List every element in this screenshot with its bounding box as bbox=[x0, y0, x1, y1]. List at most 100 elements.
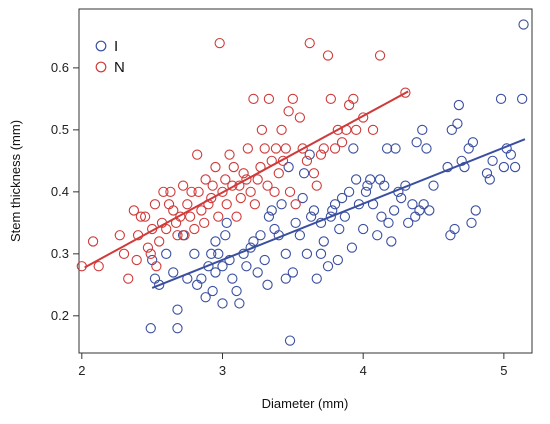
point-n bbox=[158, 186, 169, 197]
point-i bbox=[346, 242, 358, 253]
point-n bbox=[217, 186, 228, 197]
point-n bbox=[400, 87, 411, 98]
point-n bbox=[248, 93, 259, 105]
point-i bbox=[452, 118, 463, 129]
point-i bbox=[348, 143, 359, 154]
point-n bbox=[270, 143, 282, 154]
point-i bbox=[266, 205, 277, 216]
point-n bbox=[241, 174, 252, 185]
point-i bbox=[280, 248, 291, 259]
point-n bbox=[315, 149, 327, 160]
point-n bbox=[93, 261, 104, 272]
point-i bbox=[290, 217, 301, 228]
point-n bbox=[255, 161, 266, 173]
point-i bbox=[484, 174, 495, 185]
point-i bbox=[509, 161, 521, 173]
x-tick-label: 5 bbox=[500, 363, 507, 378]
y-tick-label: 0.5 bbox=[51, 122, 69, 137]
x-tick-label: 2 bbox=[78, 363, 85, 378]
point-n bbox=[311, 180, 322, 191]
point-i bbox=[217, 261, 228, 272]
point-n bbox=[294, 112, 306, 123]
point-n bbox=[186, 186, 197, 197]
point-n bbox=[179, 230, 190, 241]
point-i bbox=[393, 186, 404, 197]
point-i bbox=[459, 161, 470, 173]
point-i bbox=[248, 236, 259, 247]
legend-label-n: N bbox=[114, 59, 125, 76]
point-n bbox=[123, 273, 134, 284]
point-i bbox=[498, 161, 510, 173]
point-n bbox=[245, 186, 256, 197]
point-i bbox=[379, 180, 390, 191]
point-i bbox=[287, 267, 298, 278]
point-i bbox=[318, 236, 329, 247]
x-axis: 2 3 4 5 bbox=[78, 353, 507, 378]
point-n bbox=[304, 37, 315, 49]
point-i bbox=[374, 174, 386, 185]
point-i bbox=[414, 205, 425, 216]
point-n bbox=[177, 180, 189, 191]
point-i bbox=[343, 186, 355, 197]
legend-label-i: I bbox=[114, 38, 118, 55]
point-i bbox=[487, 155, 498, 167]
point-n bbox=[343, 99, 355, 111]
y-tick-label: 0.2 bbox=[51, 308, 69, 323]
point-n bbox=[87, 236, 99, 247]
point-i bbox=[168, 267, 179, 278]
point-n bbox=[332, 124, 344, 136]
point-n bbox=[297, 143, 308, 154]
point-n bbox=[276, 124, 287, 136]
point-n bbox=[266, 155, 277, 167]
point-n bbox=[175, 211, 186, 222]
point-i bbox=[417, 124, 428, 136]
point-n bbox=[273, 168, 284, 179]
legend: IN bbox=[95, 38, 125, 76]
point-i bbox=[315, 248, 327, 259]
data-points bbox=[76, 19, 529, 346]
point-n bbox=[350, 124, 362, 136]
point-i bbox=[217, 298, 228, 309]
y-tick-label: 0.6 bbox=[51, 60, 69, 75]
point-i bbox=[327, 205, 338, 216]
y-tick-label: 0.3 bbox=[51, 246, 69, 261]
point-i bbox=[200, 292, 211, 303]
point-i bbox=[294, 230, 306, 241]
legend-marker-i bbox=[95, 40, 107, 52]
point-i bbox=[350, 174, 362, 185]
point-i bbox=[372, 230, 383, 241]
point-n bbox=[147, 223, 158, 235]
point-i bbox=[411, 137, 422, 148]
point-i bbox=[206, 248, 217, 259]
point-i bbox=[238, 248, 249, 259]
point-i bbox=[505, 149, 517, 160]
point-i bbox=[224, 254, 235, 266]
point-n bbox=[308, 168, 320, 179]
point-i bbox=[362, 180, 373, 191]
point-n bbox=[263, 93, 275, 105]
point-n bbox=[262, 180, 273, 191]
point-n bbox=[322, 50, 334, 61]
point-i bbox=[360, 186, 372, 197]
point-i bbox=[400, 180, 411, 191]
point-n bbox=[325, 93, 336, 105]
point-i bbox=[410, 211, 421, 222]
point-n bbox=[192, 149, 203, 160]
point-i bbox=[390, 143, 401, 154]
point-n bbox=[199, 217, 210, 228]
point-n bbox=[227, 180, 238, 191]
point-n bbox=[200, 174, 211, 185]
point-i bbox=[221, 217, 232, 228]
point-i bbox=[446, 124, 457, 136]
x-tick-label: 3 bbox=[219, 363, 226, 378]
point-n bbox=[168, 205, 179, 216]
point-n bbox=[213, 211, 224, 222]
point-n bbox=[280, 143, 291, 154]
point-i bbox=[227, 273, 238, 284]
y-axis-label: Stem thickness (mm) bbox=[8, 120, 23, 242]
point-i bbox=[301, 248, 313, 259]
point-i bbox=[407, 199, 418, 210]
point-i bbox=[276, 199, 287, 210]
point-n bbox=[196, 205, 207, 216]
point-i bbox=[449, 223, 460, 235]
